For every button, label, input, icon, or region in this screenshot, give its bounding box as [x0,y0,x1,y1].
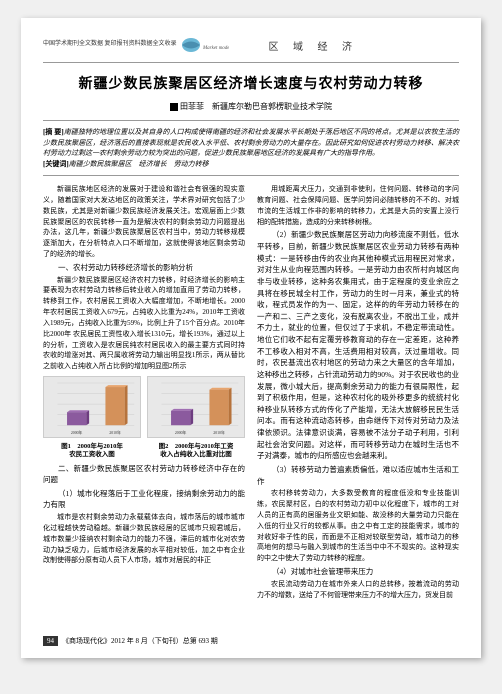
logo-icon: Market modernization [181,36,229,54]
abstract-text: [摘 要]南疆独特的地理位置以及其自身的人口构成使得南疆的经济和社会发展水平长期… [43,127,459,159]
logo-brand-text: Market modernization [202,46,229,51]
keywords-label: [关键词] [43,160,69,168]
header: 中国学术期刊全文数据 复印报刊资料数据全文收录 Market moderniza… [43,36,459,54]
header-rule [43,62,459,63]
chart-2-caption: 图2 2000年与2010年工资 收入占纯收入比重对比图 [147,443,245,459]
left-p2: 新疆少数民族聚居区经济农村力转移，时经济增长的影响主要表现为农村劳动力转移后转业… [43,275,245,373]
chart-2-cap-1: 图2 2000年与2010年工资 [159,443,234,450]
right-h3: （4）对城市社会管理带来压力 [257,566,459,578]
svg-text:2000年: 2000年 [71,430,83,435]
right-p2: 农村移转劳动力，大多数受教育的程度低没和专业技能训练，农民聚村区，白的农村劳动力… [257,488,459,564]
left-h2: 二、新疆少数民族聚居区农村劳动力转移经济中存在的问题 [43,463,245,486]
chart-1-caption: 图1 2000年与2010年 农民工资收入图 [43,443,141,459]
chart-1-cap-1: 图1 2000年与2010年 [61,443,123,450]
article-title: 新疆少数民族聚居区经济增长速度与农村劳动力转移 [43,73,459,93]
svg-text:2010年: 2010年 [109,430,121,435]
chart-1-cap-2: 农民工资收入图 [69,451,115,458]
keywords-body: 南疆少数民族聚居区 经济增长 劳动力转移 [69,160,209,168]
left-h1: 一、农村劳动力转移经济增长的影响分析 [43,262,245,274]
left-column: 新疆民族地区经济的发展对于建设和谐社会有很强的现实意义，随着国家对大发达地区的政… [43,184,245,601]
svg-text:2010年: 2010年 [213,430,225,435]
left-p3: 城市是农村剩余劳动力永载载体去向，城市落后的城市城市化过程越快劳动稳越。新疆少数… [43,512,245,566]
author-name: 田菲菲 [180,102,204,111]
right-p1: 用城距离犬压力，交通到非使利，住何问题、转移动的字问教育问题、社会保障问题、医学… [257,184,459,227]
page-number: 94 [43,636,58,646]
abstract-body: 南疆独特的地理位置以及其自身的人口构成使得南疆的经济和社会发展水平长期处于落后地… [43,128,459,157]
author-marker-icon [170,103,178,111]
abstract-label: [摘 要] [43,128,64,136]
page: 中国学术期刊全文数据 复印报刊资料数据全文收录 Market moderniza… [21,18,481,658]
chart-2-svg: 2000年 2010年 [147,376,245,438]
journal-info: 《商场现代化》2012 年 8 月（下旬刊）总第 693 期 [62,637,218,645]
charts-row: 2000年2010年 图1 2000年与2010年 农民工资收入图 2000年2… [43,376,245,458]
right-h2: （3）转移劳动力普遍素质偏低，难以适应城市生活和工作 [257,464,459,487]
body-columns: 新疆民族地区经济的发展对于建设和谐社会有很强的现实意义，随着国家对大发达地区的政… [43,184,459,601]
right-h1: （2）新疆少数民族聚居区劳动力向移流度不则低，低水平转移，目前，新疆少数民族聚居… [257,229,459,462]
chart-1-svg: 2000年 2010年 [43,376,141,438]
right-column: 用城距离犬压力，交通到非使利，住何问题、转移动的字问教育问题、社会保障问题、医学… [257,184,459,601]
left-h3: （1）城市化程落后于工业化程度，接纳剩余劳动力的能力有限 [43,488,245,511]
right-p3: 农民流动劳动力在城市外来人口的总转移，按着流动的劳动力不的增数，送给了不何管理带… [257,579,459,601]
chart-2-cap-2: 收入占纯收入比重对比图 [160,451,232,458]
author-line: 田菲菲 新疆库尔勒巴音郭楞职业技术学院 [43,101,459,112]
abstract-box: [摘 要]南疆独特的地理位置以及其自身的人口构成使得南疆的经济和社会发展水平长期… [43,120,459,176]
footer: 94 《商场现代化》2012 年 8 月（下旬刊）总第 693 期 [43,636,218,646]
author-affiliation: 新疆库尔勒巴音郭楞职业技术学院 [212,102,332,111]
keywords-line: [关键词]南疆少数民族聚居区 经济增长 劳动力转移 [43,159,459,170]
section-label: 区 域 经 济 [269,38,359,53]
chart-2: 2000年 2010年 图2 2000年与2010年工资 收入占纯收入比重对比图 [147,376,245,458]
chart-1: 2000年 2010年 图1 2000年与2010年 农民工资收入图 [43,376,141,458]
logo-small-text: 中国学术期刊全文数据 复印报刊资料数据全文收录 [43,41,177,48]
left-p1: 新疆民族地区经济的发展对于建设和谐社会有很强的现实意义，随着国家对大发达地区的政… [43,184,245,260]
svg-text:2000年: 2000年 [175,430,187,435]
logo-block: 中国学术期刊全文数据 复印报刊资料数据全文收录 Market moderniza… [43,36,229,54]
